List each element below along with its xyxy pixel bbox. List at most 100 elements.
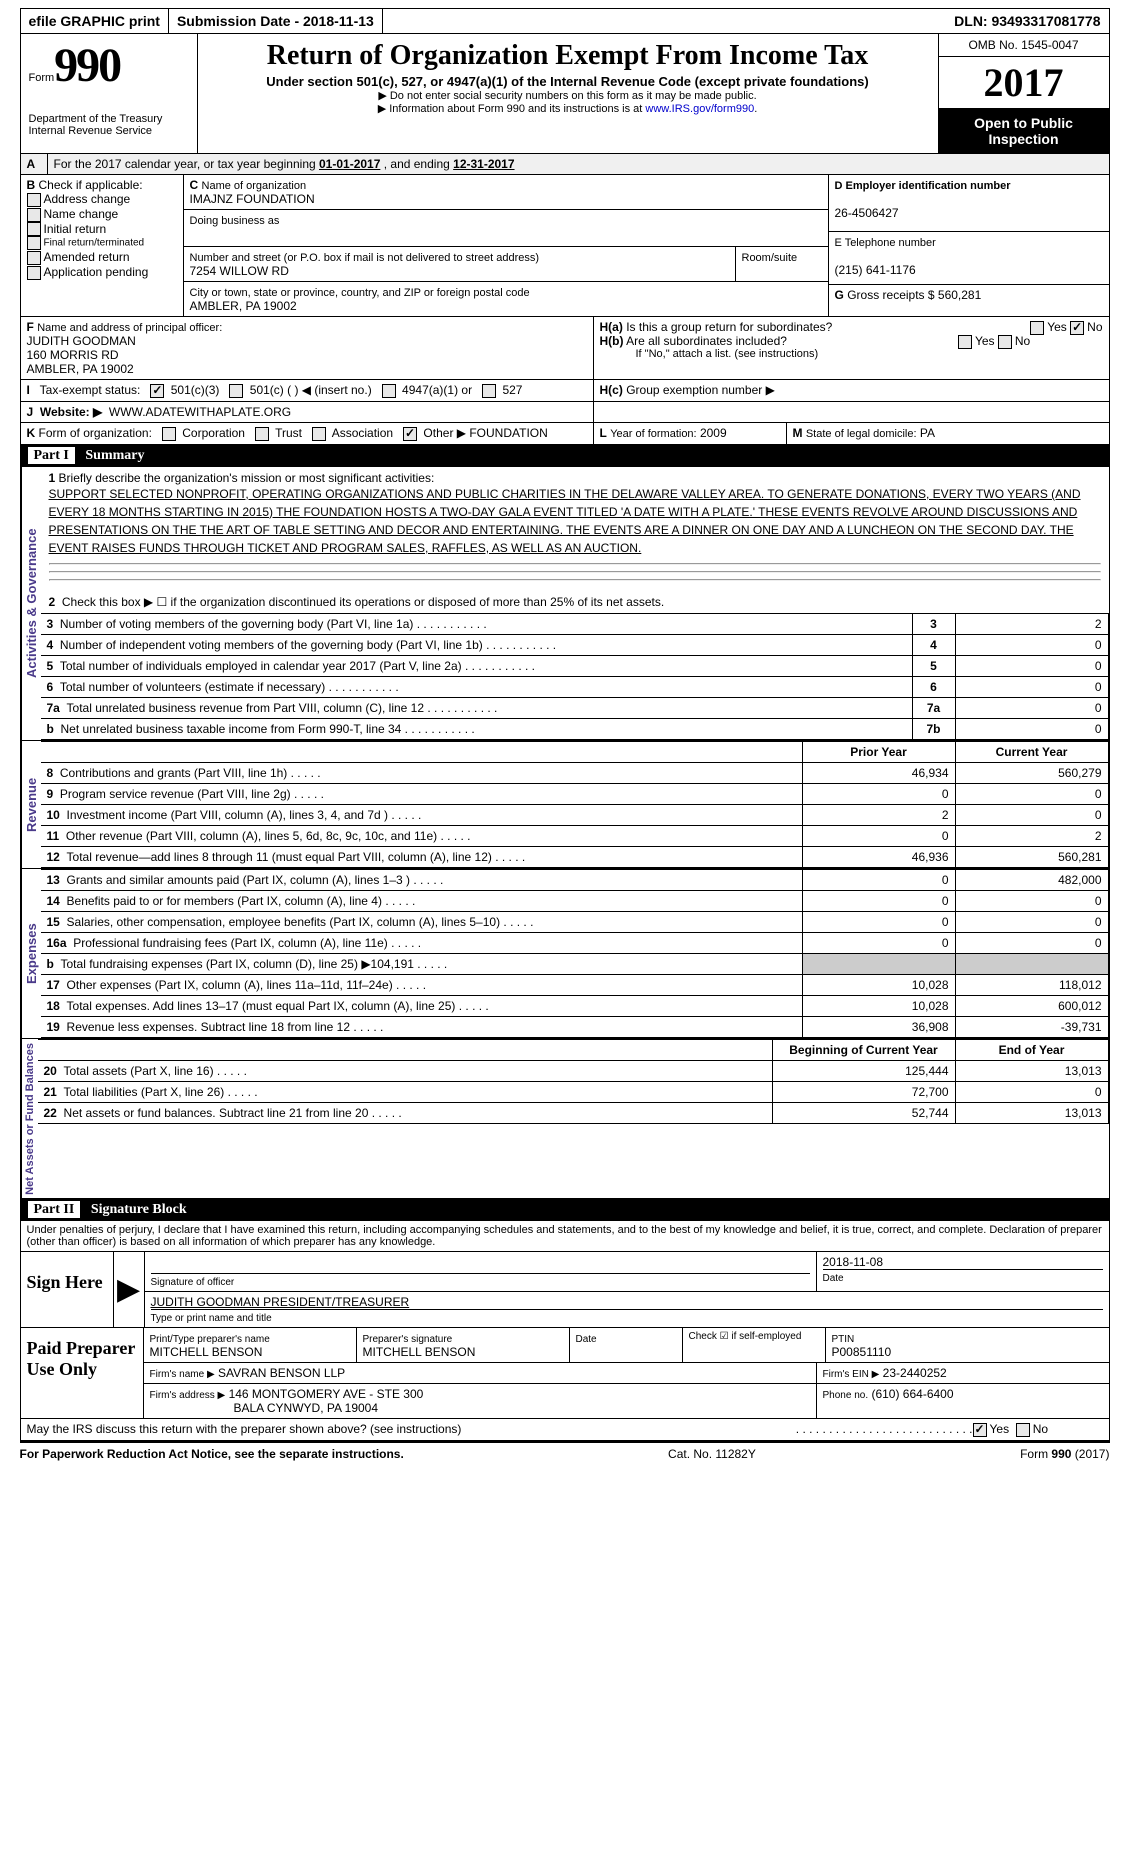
sig-date: 2018-11-08 (823, 1255, 1103, 1270)
table-row: b Net unrelated business taxable income … (41, 718, 1109, 739)
checkbox-amended[interactable] (27, 251, 41, 265)
governance-table: 3 Number of voting members of the govern… (41, 613, 1109, 740)
i-501c-checkbox[interactable] (229, 384, 243, 398)
c-street-label: Number and street (or P.O. box if mail i… (190, 252, 540, 264)
check-self: Check ☑ if self-employed (683, 1328, 826, 1362)
section-m-label: M (793, 426, 803, 440)
open-public: Open to Public (945, 115, 1103, 131)
date-label: Date (823, 1273, 844, 1284)
table-row: 10 Investment income (Part VIII, column … (41, 804, 1109, 825)
prep-date-label: Date (576, 1334, 597, 1345)
table-row: 4 Number of independent voting members o… (41, 634, 1109, 655)
hb-note: If "No," attach a list. (see instruction… (600, 348, 1103, 360)
table-row: 19 Revenue less expenses. Subtract line … (41, 1016, 1109, 1037)
table-row: 6 Total number of volunteers (estimate i… (41, 676, 1109, 697)
ha-yes-checkbox[interactable] (1030, 321, 1044, 335)
discuss-yes-checkbox[interactable] (973, 1423, 987, 1437)
k-assoc-checkbox[interactable] (312, 427, 326, 441)
i-527-checkbox[interactable] (482, 384, 496, 398)
table-row: 9 Program service revenue (Part VIII, li… (41, 783, 1109, 804)
firm-phone: (610) 664-6400 (871, 1387, 953, 1401)
form-header: Form990 Department of the Treasury Inter… (20, 34, 1110, 154)
table-row: 18 Total expenses. Add lines 13–17 (must… (41, 995, 1109, 1016)
k-corp-checkbox[interactable] (162, 427, 176, 441)
hb-no-checkbox[interactable] (998, 335, 1012, 349)
revenue-table: Prior Year Current Year 8 Contributions … (41, 741, 1109, 868)
c-name-label: Name of organization (202, 180, 307, 192)
omb-number: OMB No. 1545-0047 (939, 34, 1109, 57)
a-end-date: 12-31-2017 (453, 157, 514, 171)
hc-label: H(c) (600, 383, 623, 397)
discuss-no-checkbox[interactable] (1016, 1423, 1030, 1437)
state-domicile: PA (920, 426, 935, 440)
ptin-label: PTIN (832, 1334, 855, 1345)
top-bar: efile GRAPHIC print Submission Date - 20… (20, 8, 1110, 34)
part1-header: Part I Summary (20, 445, 1110, 467)
table-row: 8 Contributions and grants (Part VIII, l… (41, 762, 1109, 783)
checkbox-app-pending[interactable] (27, 266, 41, 280)
footer-right-post: (2017) (1071, 1447, 1109, 1461)
i-opt-1: 501(c) ( ) ◀ (insert no.) (250, 383, 372, 397)
table-row: 5 Total number of individuals employed i… (41, 655, 1109, 676)
b-item-0: Address change (44, 192, 131, 206)
footer-right-pre: Form (1020, 1447, 1051, 1461)
k-trust-checkbox[interactable] (255, 427, 269, 441)
section-f-label: F (27, 320, 34, 334)
paid-preparer-label: Paid Preparer Use Only (21, 1328, 144, 1418)
col-end: End of Year (955, 1039, 1108, 1060)
prep-sig-label: Preparer's signature (363, 1334, 453, 1345)
hb-yes-checkbox[interactable] (958, 335, 972, 349)
officer-name-title: JUDITH GOODMAN PRESIDENT/TREASURER (151, 1295, 1103, 1310)
table-row: 17 Other expenses (Part IX, column (A), … (41, 974, 1109, 995)
org-name: IMAJNZ FOUNDATION (190, 192, 315, 206)
table-row: 7a Total unrelated business revenue from… (41, 697, 1109, 718)
gross-receipts: 560,281 (938, 288, 981, 302)
penalties-text: Under penalties of perjury, I declare th… (20, 1221, 1110, 1252)
discuss-no: No (1033, 1422, 1048, 1436)
col-prior: Prior Year (802, 741, 955, 762)
firm-addr1: 146 MONTGOMERY AVE - STE 300 (229, 1387, 424, 1401)
side-netassets: Net Assets or Fund Balances (21, 1039, 38, 1199)
i-opt-0: 501(c)(3) (171, 383, 220, 397)
phone-label: Phone no. (823, 1390, 869, 1401)
k-opt-3: Other ▶ (423, 426, 466, 440)
table-row: 16a Professional fundraising fees (Part … (41, 932, 1109, 953)
section-l-label: L (600, 426, 607, 440)
checkbox-address-change[interactable] (27, 193, 41, 207)
i-4947-checkbox[interactable] (382, 384, 396, 398)
l-text: Year of formation: (610, 428, 696, 440)
officer-city: AMBLER, PA 19002 (27, 362, 134, 376)
i-501c3-checkbox[interactable] (150, 384, 164, 398)
telephone: (215) 641-1176 (835, 263, 916, 277)
firm-ein: 23-2440252 (883, 1366, 947, 1380)
part2-subtitle: Signature Block (91, 1202, 187, 1217)
i-text: Tax-exempt status: (40, 383, 141, 397)
dln: DLN: 93493317081778 (946, 9, 1108, 33)
firm-name-label: Firm's name ▶ (150, 1369, 215, 1380)
netassets-table: Beginning of Current Year End of Year 20… (38, 1039, 1109, 1124)
g-text: Gross receipts $ (847, 288, 934, 302)
form-subtitle: Under section 501(c), 527, or 4947(a)(1)… (206, 74, 930, 89)
irs-label: Internal Revenue Service (29, 125, 189, 137)
c-room-label: Room/suite (742, 252, 798, 264)
ein: 26-4506427 (835, 206, 899, 220)
ha-no-checkbox[interactable] (1070, 321, 1084, 335)
part2-header: Part II Signature Block (20, 1199, 1110, 1221)
form-title: Return of Organization Exempt From Incom… (206, 40, 930, 72)
a-begin-date: 01-01-2017 (319, 157, 380, 171)
section-c-label: C (190, 178, 199, 192)
b-title: Check if applicable: (39, 178, 143, 192)
b-item-3: Final return/terminated (44, 238, 145, 249)
checkbox-initial-return[interactable] (27, 222, 41, 236)
ha-text: Is this a group return for subordinates? (626, 320, 832, 334)
officer-name: JUDITH GOODMAN (27, 334, 136, 348)
b-item-2: Initial return (44, 222, 107, 236)
table-row: 15 Salaries, other compensation, employe… (41, 911, 1109, 932)
checkbox-name-change[interactable] (27, 208, 41, 222)
ha-no: No (1087, 320, 1102, 334)
line1-text: Briefly describe the organization's miss… (59, 471, 435, 485)
irs-link[interactable]: www.IRS.gov/form990 (645, 103, 754, 115)
k-other-checkbox[interactable] (403, 427, 417, 441)
checkbox-final-return[interactable] (27, 236, 41, 250)
type-name-label: Type or print name and title (151, 1313, 272, 1324)
